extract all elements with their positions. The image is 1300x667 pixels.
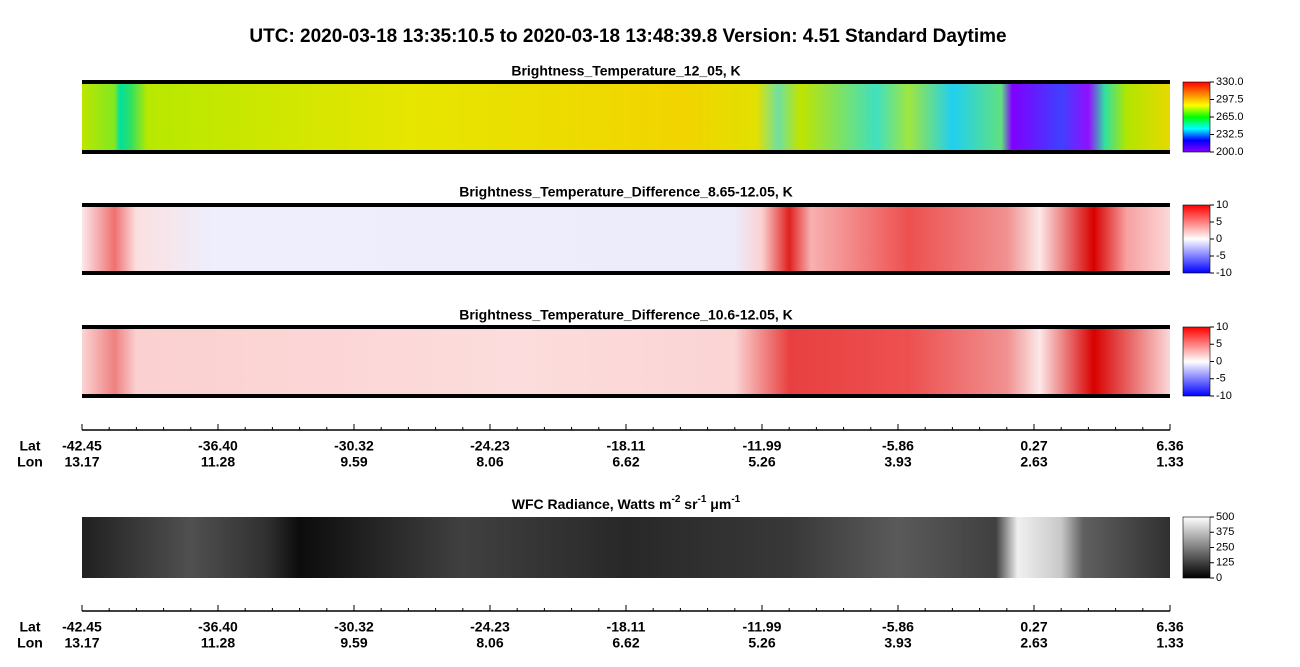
colorbar-tick-label: 500 <box>1216 511 1234 523</box>
superscript: -1 <box>731 494 740 505</box>
colorbar-tick-label: 250 <box>1216 541 1234 553</box>
lat-tick-label: -42.45 <box>62 619 102 635</box>
swath-image <box>82 205 1170 273</box>
superscript: -2 <box>671 494 680 505</box>
title-part: WFC Radiance, Watts m <box>512 496 672 512</box>
colorbar-tick-label: 297.5 <box>1216 93 1244 105</box>
lat-tick-label: -36.40 <box>198 619 238 635</box>
colorbar-tick-label: -10 <box>1216 390 1232 402</box>
lon-tick-label: 13.17 <box>64 635 99 651</box>
colorbar-tick-label: 5 <box>1216 338 1222 350</box>
lat-tick-label: -30.32 <box>334 438 374 454</box>
swath-border <box>82 150 1170 154</box>
lon-tick-label: 1.33 <box>1156 635 1183 651</box>
colorbar <box>1182 81 1211 153</box>
title-part: sr <box>680 496 698 512</box>
swath-border <box>82 80 1170 84</box>
lon-tick-label: 9.59 <box>340 454 367 470</box>
colorbar-tick-label: 0 <box>1216 233 1222 245</box>
lat-tick-label: -5.86 <box>882 619 914 635</box>
panel-title: Brightness_Temperature_Difference_8.65-1… <box>459 184 793 200</box>
lat-tick-label: 0.27 <box>1020 438 1047 454</box>
lat-tick-label: 0.27 <box>1020 619 1047 635</box>
swath-border <box>82 325 1170 329</box>
colorbar <box>1182 204 1211 274</box>
lat-tick-label: -5.86 <box>882 438 914 454</box>
lat-label: Lat <box>20 619 41 635</box>
swath-image <box>82 82 1170 152</box>
lat-tick-label: -30.32 <box>334 619 374 635</box>
lon-tick-label: 11.28 <box>201 635 235 651</box>
colorbar-tick-label: 0 <box>1216 572 1222 584</box>
lon-tick-label: 5.26 <box>748 635 775 651</box>
colorbar-tick-label: 232.5 <box>1216 128 1244 140</box>
colorbar <box>1182 326 1211 397</box>
lat-label: Lat <box>20 438 41 454</box>
lat-tick-label: -42.45 <box>62 438 102 454</box>
lon-tick-label: 5.26 <box>748 454 775 470</box>
lon-tick-label: 8.06 <box>476 454 503 470</box>
lon-tick-label: 1.33 <box>1156 454 1183 470</box>
swath-image <box>82 517 1170 578</box>
lon-tick-label: 13.17 <box>64 454 99 470</box>
colorbar-tick-label: 0 <box>1216 355 1222 367</box>
swath-border <box>82 271 1170 275</box>
lon-tick-label: 3.93 <box>884 635 911 651</box>
lon-tick-label: 3.93 <box>884 454 911 470</box>
lat-tick-label: -24.23 <box>470 619 510 635</box>
lon-tick-label: 6.62 <box>612 635 639 651</box>
swath-image <box>82 327 1170 396</box>
swath-border <box>82 203 1170 207</box>
lon-label: Lon <box>17 635 43 651</box>
lat-tick-label: 6.36 <box>1156 438 1183 454</box>
title-part: μm <box>706 496 731 512</box>
colorbar <box>1182 516 1211 579</box>
lon-tick-label: 6.62 <box>612 454 639 470</box>
colorbar-tick-label: 330.0 <box>1216 76 1244 88</box>
colorbar-tick-label: 5 <box>1216 216 1222 228</box>
colorbar-tick-label: -5 <box>1216 250 1226 262</box>
colorbar-tick-label: 265.0 <box>1216 111 1244 123</box>
lon-label: Lon <box>17 454 43 470</box>
lat-tick-label: 6.36 <box>1156 619 1183 635</box>
colorbar-tick-label: -5 <box>1216 373 1226 385</box>
swath-border <box>82 394 1170 398</box>
lon-tick-label: 2.63 <box>1020 635 1047 651</box>
colorbar-tick-label: 10 <box>1216 199 1228 211</box>
lon-tick-label: 11.28 <box>201 454 235 470</box>
colorbar-tick-label: 375 <box>1216 526 1234 538</box>
colorbar-tick-label: 125 <box>1216 557 1234 569</box>
main-title: UTC: 2020-03-18 13:35:10.5 to 2020-03-18… <box>249 26 1006 47</box>
panel-title: WFC Radiance, Watts m-2 sr-1 μm-1 <box>512 494 741 512</box>
colorbar-tick-label: -10 <box>1216 267 1232 279</box>
lon-tick-label: 8.06 <box>476 635 503 651</box>
lat-tick-label: -36.40 <box>198 438 238 454</box>
lon-tick-label: 9.59 <box>340 635 367 651</box>
panel-title: Brightness_Temperature_Difference_10.6-1… <box>459 307 793 323</box>
lat-tick-label: -18.11 <box>607 438 646 454</box>
lon-tick-label: 2.63 <box>1020 454 1047 470</box>
superscript: -1 <box>698 494 707 505</box>
lat-tick-label: -24.23 <box>470 438 510 454</box>
colorbar-tick-label: 200.0 <box>1216 146 1244 158</box>
colorbar-tick-label: 10 <box>1216 321 1228 333</box>
lat-tick-label: -11.99 <box>743 438 782 454</box>
lat-tick-label: -11.99 <box>743 619 782 635</box>
lat-tick-label: -18.11 <box>607 619 646 635</box>
panel-title: Brightness_Temperature_12_05, K <box>511 63 740 79</box>
